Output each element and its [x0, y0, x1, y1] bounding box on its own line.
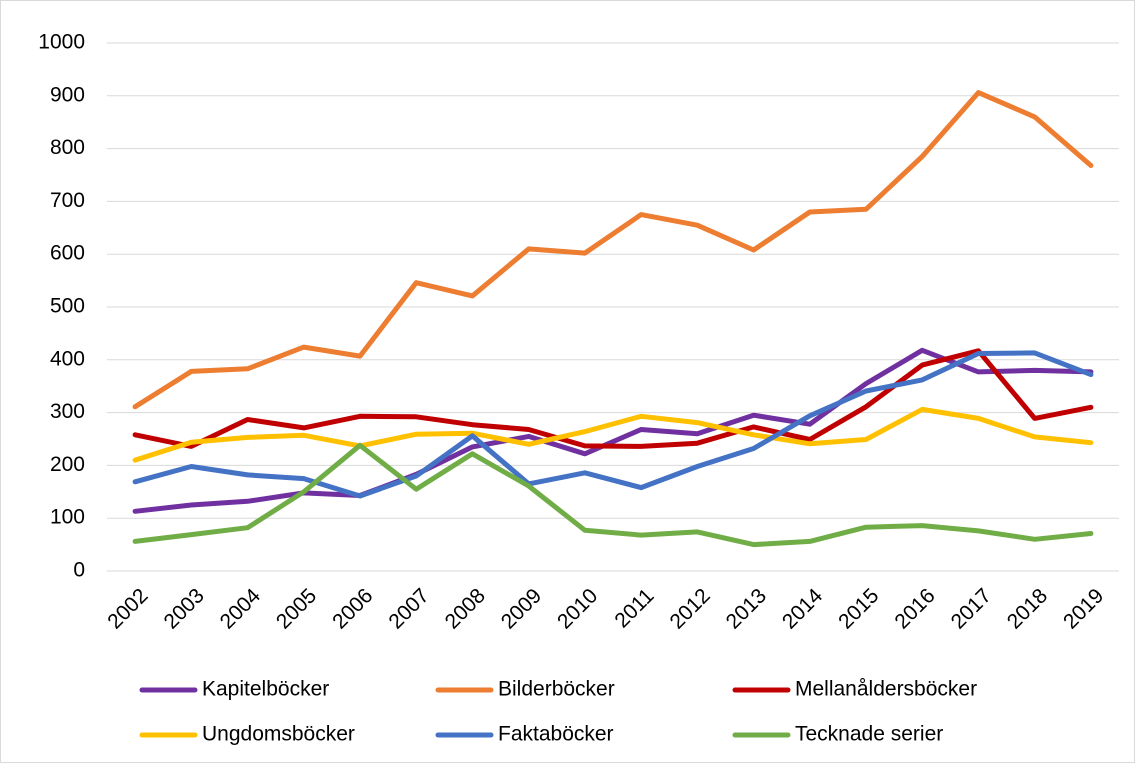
y-tick-label: 500: [50, 295, 85, 318]
y-tick-label: 1000: [38, 31, 85, 54]
legend-label: Bilderböcker: [498, 678, 615, 701]
legend-label: Kapitelböcker: [202, 678, 329, 701]
legend-label: Ungdomsböcker: [202, 723, 355, 746]
y-tick-label: 0: [73, 559, 85, 582]
y-tick-label: 400: [50, 347, 85, 370]
legend-label: Faktaböcker: [498, 723, 614, 746]
series-line: [132, 90, 1094, 410]
series-line: [132, 350, 1094, 499]
legend-label: Mellanåldersböcker: [795, 678, 977, 701]
series-line: [132, 347, 1094, 514]
y-tick-label: 600: [50, 242, 85, 265]
series-line: [132, 406, 1094, 463]
y-tick-label: 200: [50, 453, 85, 476]
series-line: [132, 442, 1094, 548]
y-tick-label: 100: [50, 506, 85, 529]
y-tick-label: 300: [50, 400, 85, 423]
legend-label: Tecknade serier: [795, 723, 943, 746]
y-tick-label: 800: [50, 136, 85, 159]
series-line: [132, 348, 1094, 449]
y-tick-label: 900: [50, 83, 85, 106]
y-tick-label: 700: [50, 189, 85, 212]
